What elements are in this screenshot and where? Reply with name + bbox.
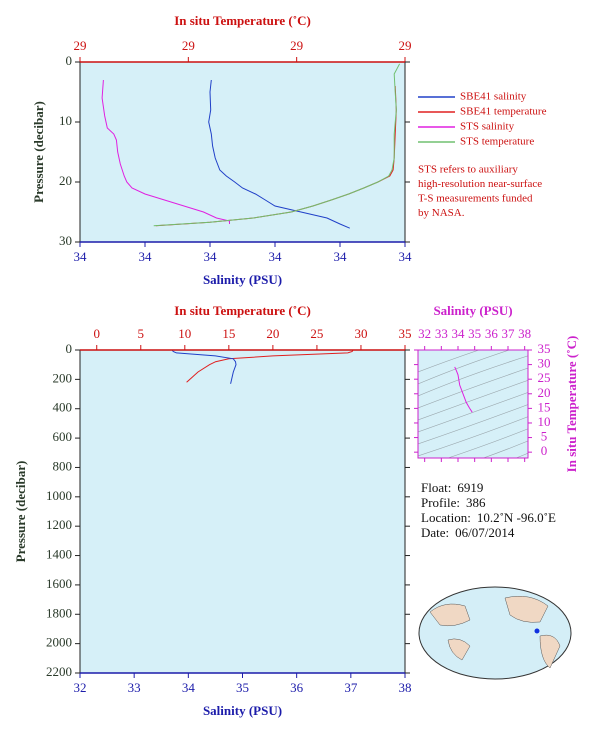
y-axis-title: Pressure (decibar) [31, 101, 46, 203]
x-tick-label: 32 [74, 680, 87, 695]
info-line: Date: 06/07/2014 [421, 525, 515, 540]
y-tick-label: 1400 [46, 547, 72, 562]
plot-background [418, 350, 528, 458]
y-axis-title: In situ Temperature (˚C) [564, 336, 579, 473]
x-tick-label: 37 [502, 326, 516, 341]
plot-frame [417, 349, 529, 459]
x-tick-label: 34 [182, 680, 196, 695]
info-value: 06/07/2014 [455, 525, 515, 540]
profile-line [208, 79, 350, 229]
y-tick-label: 25 [538, 370, 551, 385]
legend-label: SBE41 salinity [460, 91, 527, 103]
x2-tick-label: 25 [310, 326, 323, 341]
x2-tick-label: 5 [138, 326, 145, 341]
x-tick-label: 34 [74, 249, 88, 264]
x-axis-title: Salinity (PSU) [203, 272, 282, 287]
y-tick-label: 400 [53, 400, 73, 415]
x-axis-title: Salinity (PSU) [203, 703, 282, 718]
world-map [418, 586, 572, 680]
x-tick-label: 35 [236, 680, 249, 695]
y-tick-label: 600 [53, 429, 73, 444]
y-tick-label: 10 [59, 113, 72, 128]
info-label: Float: [421, 480, 451, 495]
legend-label: STS temperature [460, 136, 534, 148]
y-tick-label: 30 [538, 356, 551, 371]
x-tick-label: 34 [269, 249, 283, 264]
y-tick-label: 20 [59, 173, 72, 188]
note-line: by NASA. [418, 207, 465, 219]
x2-tick-label: 0 [93, 326, 100, 341]
x2-tick-label: 10 [178, 326, 191, 341]
x2-tick-label: 30 [354, 326, 367, 341]
x2-tick-label: 35 [399, 326, 412, 341]
x-tick-label: 36 [290, 680, 304, 695]
y-tick-label: 0 [66, 53, 73, 68]
info-value: 10.2˚N -96.0˚E [477, 510, 556, 525]
x2-tick-label: 29 [290, 38, 303, 53]
y-tick-label: 15 [538, 399, 551, 414]
x-tick-label: 34 [204, 249, 218, 264]
profile-line [171, 349, 237, 384]
x-tick-label: 34 [452, 326, 466, 341]
x-axis-title: Salinity (PSU) [433, 303, 512, 318]
note-line: T-S measurements funded [418, 193, 533, 205]
y-tick-label: 2000 [46, 635, 72, 650]
y-tick-label: 1000 [46, 488, 72, 503]
x2-tick-label: 20 [266, 326, 279, 341]
x-tick-label: 36 [485, 326, 499, 341]
isopycnals [418, 350, 528, 458]
info-label: Date: [421, 525, 449, 540]
y-tick-label: 1800 [46, 605, 72, 620]
x-tick-label: 33 [435, 326, 448, 341]
x2-tick-label: 29 [399, 38, 412, 53]
profile-line [153, 63, 401, 227]
x-tick-label: 38 [518, 326, 531, 341]
info-label: Profile: [421, 495, 460, 510]
x-tick-label: 38 [399, 680, 412, 695]
y-tick-label: 35 [538, 341, 551, 356]
note-line: STS refers to auxiliary [418, 164, 518, 176]
x2-axis-title: In situ Temperature (˚C) [174, 13, 311, 28]
profile-line [186, 349, 354, 383]
float-location [534, 628, 540, 634]
info-line: Float: 6919 [421, 480, 483, 495]
ts-line [454, 366, 473, 413]
x-tick-label: 34 [399, 249, 413, 264]
y-tick-label: 5 [541, 429, 548, 444]
x-tick-label: 33 [128, 680, 141, 695]
x2-axis-title: In situ Temperature (˚C) [174, 303, 311, 318]
y-axis-title: Pressure (decibar) [13, 461, 28, 563]
info-line: Location: 10.2˚N -96.0˚E [421, 510, 556, 525]
info-line: Profile: 386 [421, 495, 486, 510]
x-tick-label: 34 [139, 249, 153, 264]
y-tick-label: 1200 [46, 517, 72, 532]
info-label: Location: [421, 510, 471, 525]
profile-line [101, 79, 230, 224]
y-tick-label: 1600 [46, 576, 72, 591]
y-tick-label: 30 [59, 233, 72, 248]
y-tick-label: 0 [541, 443, 548, 458]
y-tick-label: 2200 [46, 664, 72, 679]
y-tick-label: 20 [538, 385, 551, 400]
info-value: 386 [466, 495, 486, 510]
legend-label: SBE41 temperature [460, 106, 547, 118]
x-tick-label: 34 [334, 249, 348, 264]
info-value: 6919 [457, 480, 483, 495]
x2-tick-label: 29 [182, 38, 195, 53]
x-tick-label: 37 [344, 680, 358, 695]
x-tick-label: 35 [468, 326, 481, 341]
x2-tick-label: 29 [74, 38, 87, 53]
plot-background [80, 350, 405, 673]
note-line: high-resolution near-surface [418, 178, 542, 190]
y-tick-label: 800 [53, 458, 73, 473]
x-tick-label: 32 [418, 326, 431, 341]
x2-tick-label: 15 [222, 326, 235, 341]
y-tick-label: 200 [53, 370, 73, 385]
plot-background [80, 62, 405, 242]
y-tick-label: 10 [538, 414, 551, 429]
legend-label: STS salinity [460, 121, 515, 133]
y-tick-label: 0 [66, 341, 73, 356]
